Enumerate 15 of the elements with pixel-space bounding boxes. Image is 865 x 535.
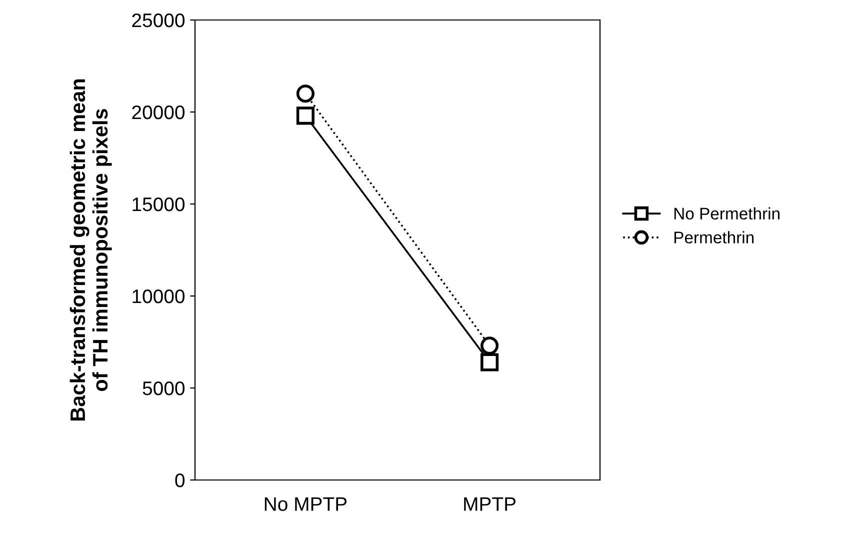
legend-label: Permethrin [674, 231, 754, 244]
y-tick-label: 10000 [132, 289, 185, 304]
point [296, 84, 314, 103]
y-tick-label: 20000 [132, 105, 185, 120]
point [480, 353, 499, 372]
y-tick-label: 15000 [132, 197, 185, 212]
legend-label: No Permethrin [674, 207, 780, 220]
y-tick-label: 5000 [142, 381, 185, 396]
y-tick-label: 25000 [132, 13, 185, 28]
x-tick-label: No MPTP [264, 497, 347, 511]
x-tick-label: MPTP [464, 497, 516, 511]
y-tick-label: 0 [175, 473, 185, 488]
y-axis-title: Back-transformed geometric mean of TH immunopositive pixels [70, 79, 112, 421]
point [296, 106, 314, 125]
point [480, 336, 499, 355]
